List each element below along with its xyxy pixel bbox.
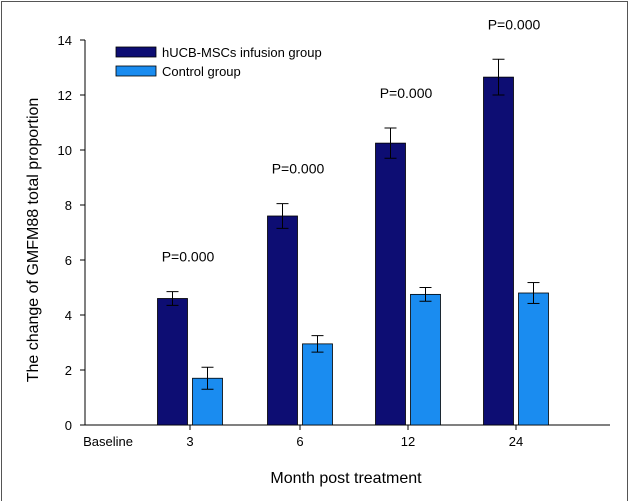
legend-swatch bbox=[115, 46, 157, 58]
annotations: P=0.000 P=0.000 P=0.000 P=0.000 bbox=[162, 16, 541, 264]
legend-label: hUCB-MSCs infusion group bbox=[162, 45, 322, 60]
y-tick-label: 12 bbox=[58, 88, 72, 103]
y-tick-label: 4 bbox=[65, 308, 72, 323]
error-bars bbox=[166, 58, 540, 390]
bars bbox=[157, 76, 549, 426]
y-tick-label: 6 bbox=[65, 253, 72, 268]
bar-infusion bbox=[375, 142, 406, 426]
x-tick-label: 6 bbox=[296, 434, 303, 449]
y-tick-label: 2 bbox=[65, 363, 72, 378]
y-tick-label: 0 bbox=[65, 418, 72, 433]
x-axis-label: Month post treatment bbox=[270, 470, 422, 487]
legend-swatch bbox=[115, 65, 157, 77]
x-tick-label: 24 bbox=[509, 434, 523, 449]
bar-infusion bbox=[267, 215, 298, 426]
y-tick-label: 14 bbox=[58, 33, 72, 48]
y-axis-label: The change of GMFM88 total proportion bbox=[25, 98, 42, 383]
legend-label: Control group bbox=[162, 64, 241, 79]
bar-control bbox=[410, 293, 441, 426]
y-ticks: 0 2 4 6 8 10 12 14 bbox=[58, 33, 85, 433]
bar-infusion bbox=[157, 298, 188, 426]
p-value-annotation: P=0.000 bbox=[488, 16, 541, 32]
y-tick-label: 10 bbox=[58, 143, 72, 158]
y-tick-label: 8 bbox=[65, 198, 72, 213]
x-tick-label: 3 bbox=[186, 434, 193, 449]
bar-control bbox=[518, 292, 549, 426]
p-value-annotation: P=0.000 bbox=[380, 85, 433, 101]
p-value-annotation: P=0.000 bbox=[272, 161, 325, 177]
p-value-annotation: P=0.000 bbox=[162, 249, 215, 265]
x-ticks: Baseline 3 6 12 24 bbox=[83, 425, 523, 449]
x-tick-label: Baseline bbox=[83, 434, 133, 449]
bar-infusion bbox=[483, 76, 514, 426]
bar-control bbox=[302, 343, 333, 426]
legend: hUCB-MSCs infusion group Control group bbox=[115, 45, 322, 79]
x-tick-label: 12 bbox=[401, 434, 415, 449]
